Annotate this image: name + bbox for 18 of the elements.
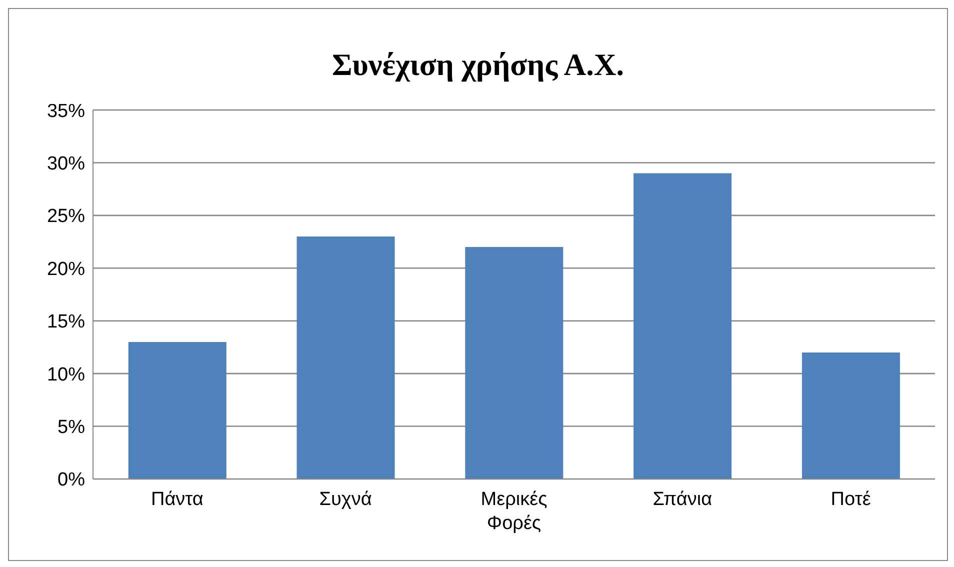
x-tick-label: Ποτέ bbox=[830, 489, 872, 510]
y-tick-label: 15% bbox=[46, 312, 86, 333]
x-tick-label: Πάντα bbox=[150, 489, 204, 510]
x-tick-label: Σπάνια bbox=[652, 489, 712, 510]
y-tick-label: 10% bbox=[46, 364, 86, 386]
x-tick-label: Συχνά bbox=[319, 489, 372, 510]
bar bbox=[465, 247, 564, 479]
bar bbox=[128, 342, 226, 479]
y-tick-label: 20% bbox=[46, 258, 86, 280]
x-tick-label: Μερικές Φορές bbox=[480, 489, 548, 534]
y-tick-label: 30% bbox=[46, 153, 86, 174]
y-tick-label: 25% bbox=[46, 206, 86, 228]
y-tick-label: 5% bbox=[58, 417, 86, 438]
bar bbox=[802, 352, 900, 479]
bar bbox=[296, 236, 395, 479]
bar bbox=[634, 173, 732, 479]
y-tick-label: 0% bbox=[58, 470, 86, 491]
chart-title: Συνέχιση χρήσης Α.Χ. bbox=[331, 47, 625, 83]
